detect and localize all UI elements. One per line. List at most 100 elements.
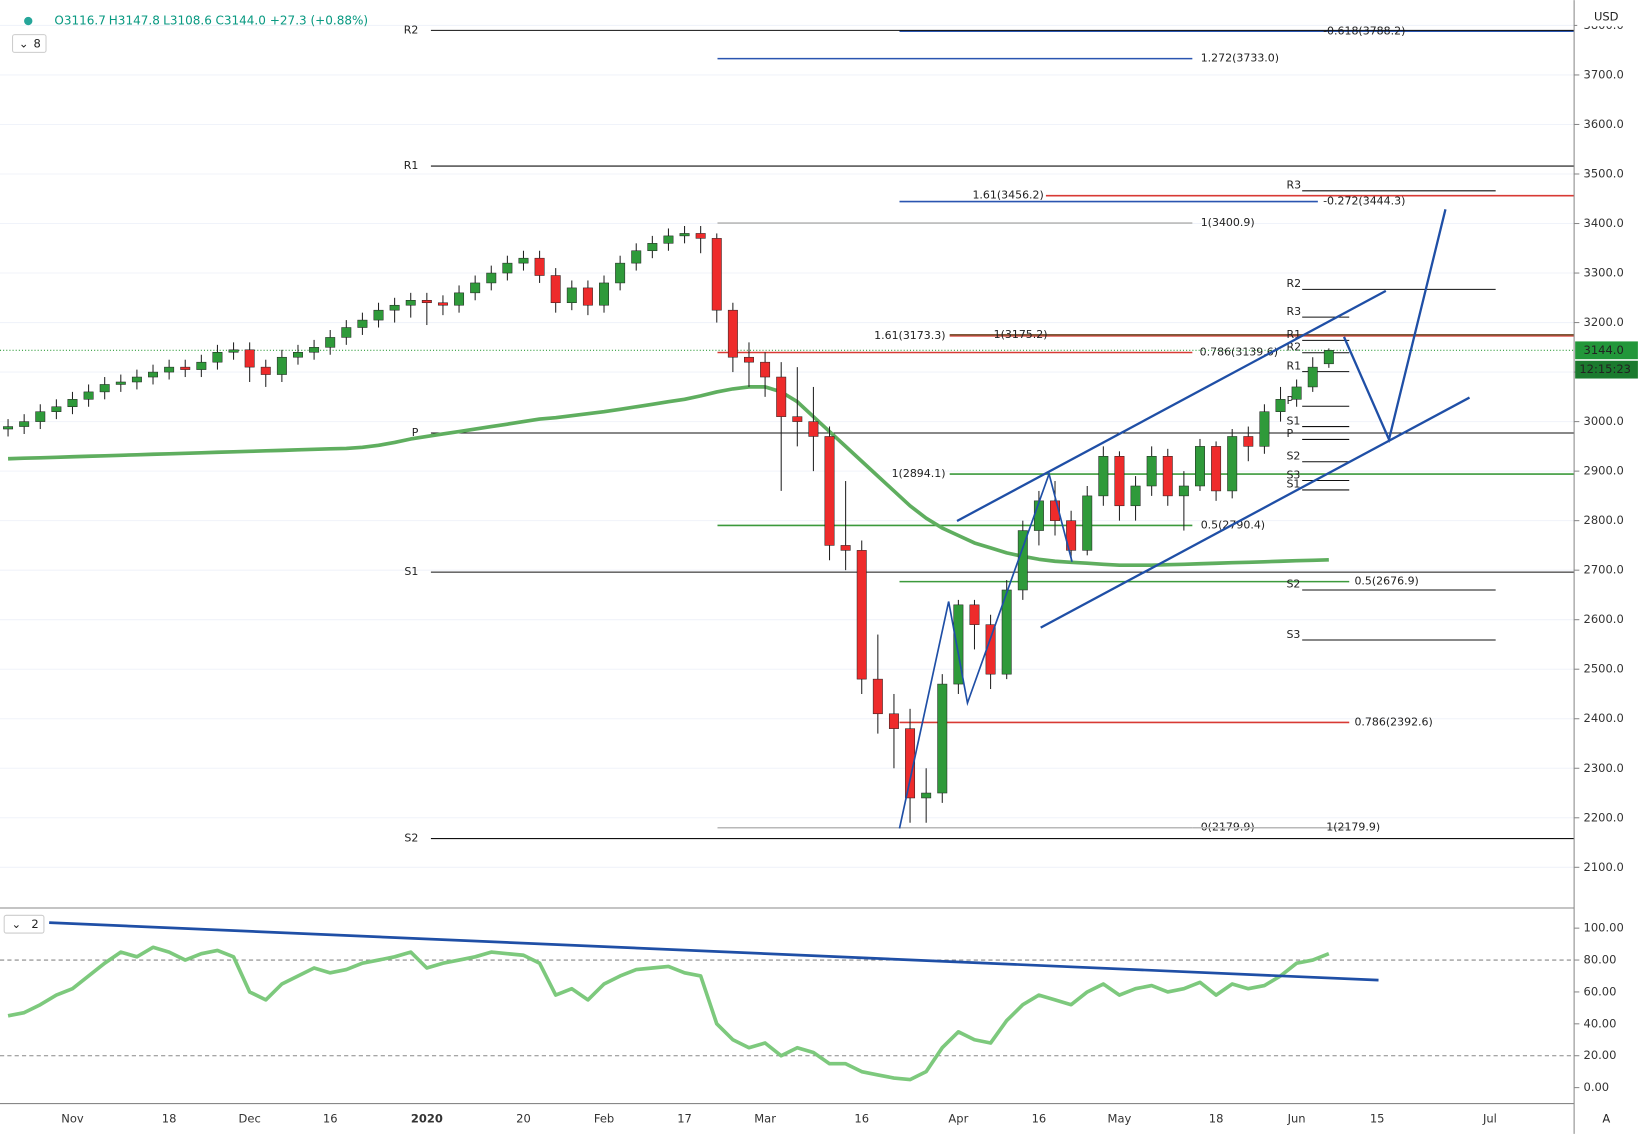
candle-body [164, 366, 175, 373]
candle-body [19, 421, 30, 427]
candle-body [276, 356, 287, 375]
oscillator-trendline [49, 921, 1379, 982]
pivot-label: S3 [1286, 628, 1300, 641]
y-tick-label: 2600.0 [1584, 612, 1624, 626]
candle-body [3, 426, 14, 430]
x-tick-label: 16 [854, 1112, 869, 1126]
pivot-label: R3 [1286, 305, 1301, 318]
pivot-label: P [1286, 427, 1293, 440]
drawings [49, 209, 1471, 982]
candle-body [1243, 436, 1254, 447]
candle-body [357, 319, 368, 328]
pivot-label: R2 [1286, 277, 1301, 290]
candle-body [1178, 485, 1189, 497]
x-tick-label: Jun [1287, 1112, 1306, 1126]
candle-body [1050, 500, 1060, 521]
low-value: L3108.6 [163, 14, 212, 28]
y-tick-label: 40.00 [1584, 1016, 1617, 1030]
last-price-tag [1575, 341, 1638, 360]
candle-body [969, 604, 980, 625]
currency: USD [1594, 9, 1619, 23]
pivot-label: S2 [404, 832, 418, 845]
pivot-label: P [412, 426, 419, 439]
currency-box [1577, 5, 1638, 27]
y-tick-label: 2800.0 [1584, 513, 1624, 527]
pivot-label: S2 [1286, 449, 1300, 462]
y-tick-label: 3200.0 [1584, 315, 1624, 329]
candle-body [1146, 456, 1157, 487]
candle-body [727, 309, 738, 358]
pivot-label: P [1286, 394, 1293, 407]
fib-label: 0.786(3139.6) [1200, 345, 1278, 358]
candle-body [83, 391, 94, 400]
candle-body [776, 376, 787, 417]
x-tick-label: May [1108, 1112, 1132, 1126]
fib-label: 1(2179.9) [1326, 821, 1380, 834]
indicator-badge[interactable] [12, 34, 47, 53]
candle-body [1114, 456, 1125, 507]
y-tick-label: 80.00 [1584, 953, 1617, 967]
candle-body [1082, 495, 1093, 551]
candle-body [260, 366, 271, 375]
y-tick-label: 2700.0 [1584, 563, 1624, 577]
candle-body [470, 282, 481, 294]
x-tick-label: 18 [1209, 1112, 1224, 1126]
candle-body [695, 233, 706, 239]
candle-body [647, 243, 658, 252]
channel-lower [1040, 396, 1471, 629]
y-tick-label: 3400.0 [1584, 216, 1624, 230]
y-tick-label: 2400.0 [1584, 711, 1624, 725]
candle-body [1323, 350, 1334, 365]
candle-body [373, 309, 384, 321]
x-tick-label: 18 [162, 1112, 177, 1126]
fib-label: 1.61(3173.3) [874, 329, 945, 342]
candle-body [341, 327, 352, 338]
candle-body [1227, 436, 1238, 492]
x-tick-label: 20 [516, 1112, 531, 1126]
y-tick-label: 2900.0 [1584, 464, 1624, 478]
fib-label: 1.272(3733.0) [1201, 52, 1279, 65]
projection [1342, 209, 1447, 443]
candle-body [550, 275, 561, 304]
candle-body [244, 349, 255, 368]
candle-body [1001, 589, 1012, 675]
x-tick-label: 17 [677, 1112, 692, 1126]
scale-mode[interactable]: A [1602, 1112, 1610, 1126]
y-tick-label: 2300.0 [1584, 761, 1624, 775]
pivot-label: R1 [404, 159, 419, 172]
candle-body [115, 381, 126, 385]
candle-body [502, 262, 513, 274]
candle-body [566, 287, 577, 304]
x-tick-label: Jul [1482, 1112, 1497, 1126]
candle-body [792, 416, 803, 422]
last-price-label: 3144.0 [1584, 343, 1624, 357]
countdown-tag [1575, 360, 1638, 379]
x-tick-label: 16 [1032, 1112, 1047, 1126]
badge-chevron: ⌄ [19, 37, 29, 51]
y-tick-label: 2100.0 [1584, 860, 1624, 874]
badge-chevron: ⌄ [12, 917, 22, 931]
candle-body [1066, 520, 1077, 551]
x-tick-label: 2020 [411, 1112, 443, 1126]
fib-label: 0.5(2676.9) [1354, 575, 1418, 588]
candle-body [131, 376, 142, 383]
candle-body [228, 349, 239, 353]
moving-average [7, 385, 1329, 568]
y-tick-label: 60.00 [1584, 984, 1617, 998]
candle-body [760, 361, 771, 378]
oscillator-badge[interactable] [3, 914, 45, 934]
candle-body [325, 337, 336, 348]
pivot-label: S2 [1286, 578, 1300, 591]
candle-body [486, 272, 497, 284]
candle-body [1098, 456, 1109, 497]
candle-body [196, 361, 207, 370]
candle-body [51, 406, 62, 412]
candle-body [1162, 456, 1173, 497]
pivot-label: S3 [1286, 468, 1300, 481]
candle-body [1130, 485, 1141, 507]
pivot-label: R1 [1286, 359, 1301, 372]
candle-body [663, 235, 674, 244]
fib-label: 0.786(2392.6) [1354, 715, 1432, 728]
price-tag: 3144.0 12:15:23 [1575, 341, 1638, 379]
